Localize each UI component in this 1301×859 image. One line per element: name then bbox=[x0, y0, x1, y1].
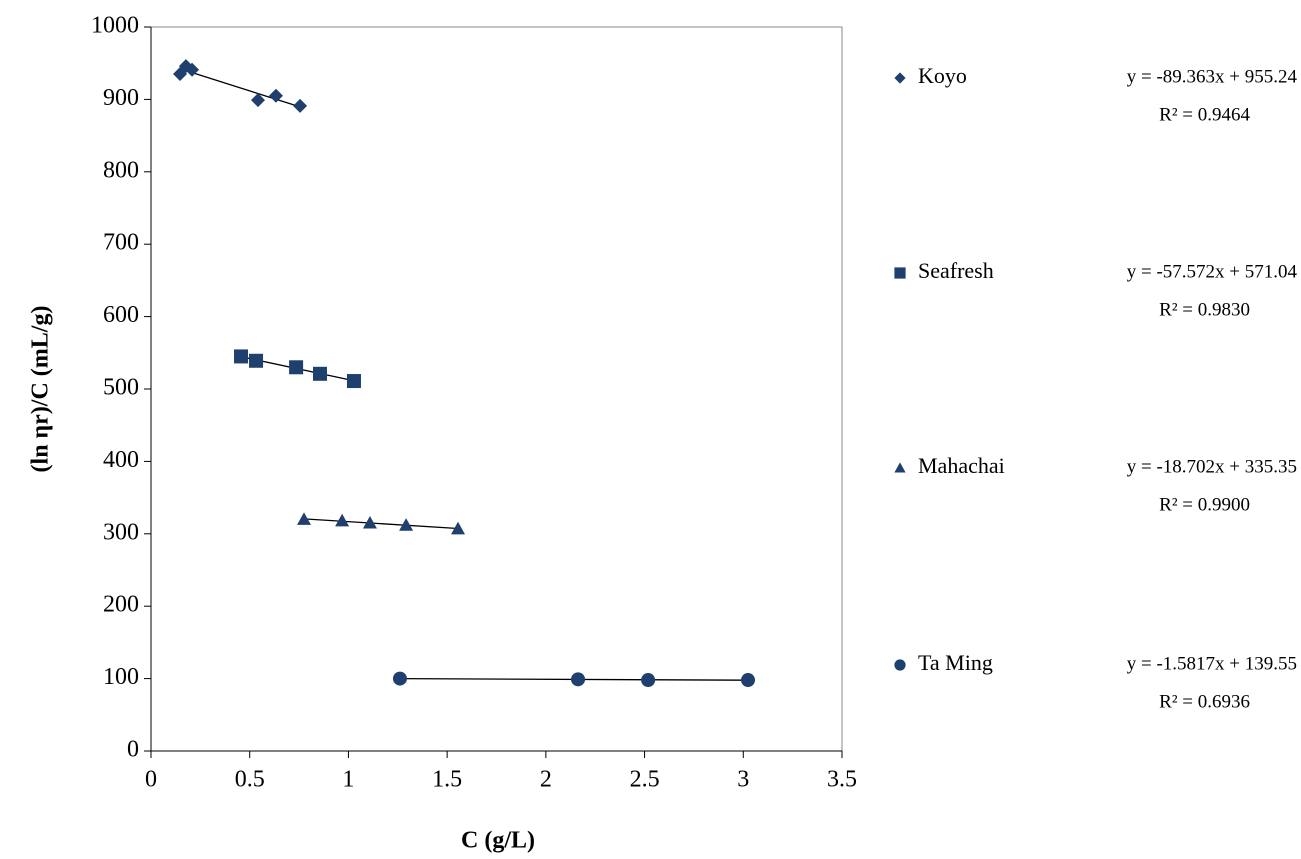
legend-marker bbox=[894, 267, 906, 279]
y-tick-label: 300 bbox=[103, 519, 139, 545]
equation: y = -57.572x + 571.04 bbox=[1127, 261, 1298, 282]
x-tick-label: 0 bbox=[145, 767, 157, 793]
legend-marker bbox=[894, 659, 906, 671]
point bbox=[641, 673, 656, 688]
x-tick-label: 2.5 bbox=[630, 767, 660, 793]
x-tick-label: 0.5 bbox=[235, 767, 265, 793]
legend-label: Koyo bbox=[918, 63, 967, 88]
legend-marker bbox=[894, 462, 906, 473]
y-tick-label: 500 bbox=[103, 375, 139, 401]
r-squared: R² = 0.6936 bbox=[1159, 691, 1250, 712]
x-tick-label: 3.5 bbox=[827, 767, 857, 793]
x-tick-label: 1.5 bbox=[432, 767, 462, 793]
r-squared: R² = 0.9830 bbox=[1159, 299, 1250, 320]
equation: y = -89.363x + 955.24 bbox=[1127, 66, 1298, 87]
r-squared: R² = 0.9900 bbox=[1159, 494, 1250, 515]
legend-marker bbox=[894, 72, 906, 84]
point bbox=[392, 671, 407, 686]
y-tick-label: 600 bbox=[103, 302, 139, 328]
point bbox=[346, 374, 361, 389]
point bbox=[312, 366, 327, 381]
point bbox=[451, 521, 466, 535]
point bbox=[249, 353, 264, 368]
y-tick-label: 0 bbox=[127, 737, 139, 763]
point bbox=[185, 62, 200, 77]
legend-label: Seafresh bbox=[918, 258, 994, 283]
point bbox=[362, 515, 377, 529]
x-axis-title: C (g/L) bbox=[461, 828, 535, 854]
x-tick-label: 1 bbox=[342, 767, 354, 793]
point bbox=[399, 518, 414, 531]
point bbox=[293, 98, 308, 113]
trendline bbox=[303, 518, 459, 530]
y-tick-label: 1000 bbox=[91, 13, 139, 39]
y-tick-label: 400 bbox=[103, 447, 139, 473]
point bbox=[251, 93, 266, 108]
y-tick-label: 100 bbox=[103, 664, 139, 690]
equation: y = -1.5817x + 139.55 bbox=[1127, 653, 1297, 674]
y-tick-label: 800 bbox=[103, 157, 139, 183]
point bbox=[289, 360, 304, 375]
point bbox=[234, 349, 249, 364]
point bbox=[571, 672, 586, 687]
legend-label: Ta Ming bbox=[918, 650, 993, 675]
y-axis-title: (ln ηr)/C (mL/g) bbox=[28, 306, 54, 473]
point bbox=[268, 88, 283, 103]
y-tick-label: 700 bbox=[103, 230, 139, 256]
y-tick-label: 900 bbox=[103, 85, 139, 111]
point bbox=[335, 513, 350, 527]
x-tick-label: 2 bbox=[540, 767, 552, 793]
legend-label: Mahachai bbox=[918, 453, 1005, 478]
point bbox=[741, 673, 756, 688]
point bbox=[297, 512, 312, 525]
x-tick-label: 3 bbox=[737, 767, 749, 793]
equation: y = -18.702x + 335.35 bbox=[1127, 456, 1297, 477]
r-squared: R² = 0.9464 bbox=[1159, 104, 1250, 125]
plot-frame bbox=[150, 26, 843, 752]
trendline bbox=[179, 68, 301, 108]
y-tick-label: 200 bbox=[103, 592, 139, 618]
